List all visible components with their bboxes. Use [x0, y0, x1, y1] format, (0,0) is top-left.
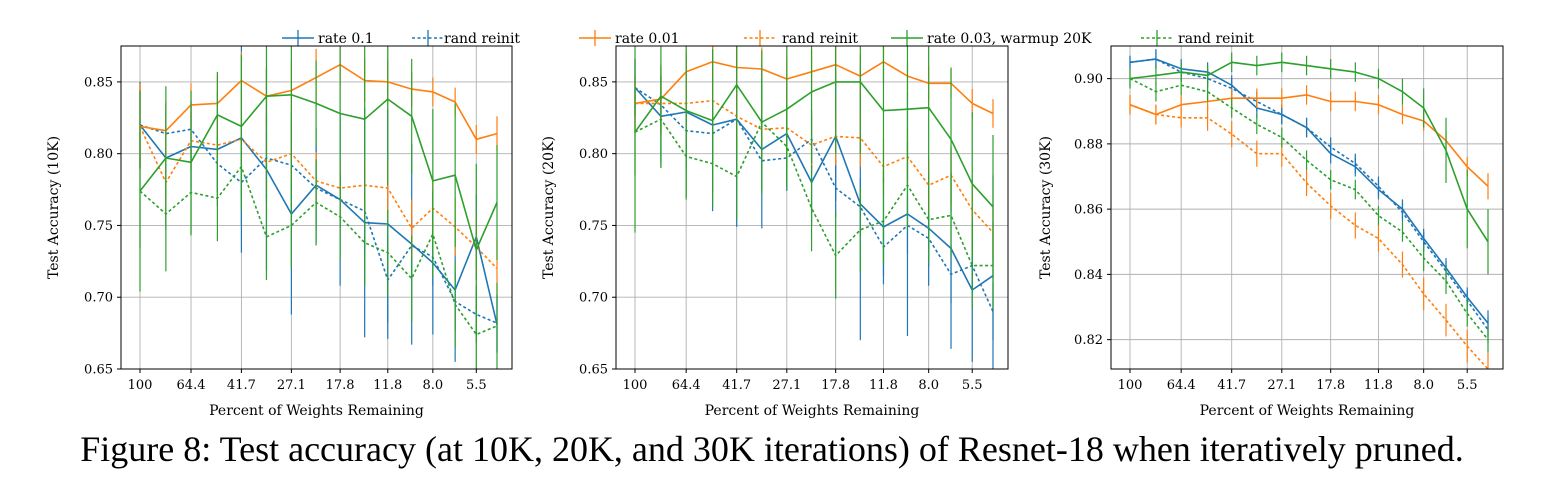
legend-label: rate 0.1: [318, 31, 374, 47]
chart-panel-1: 100 64.4 41.7 27.1 17.8 11.8 8.0 5.5 0.65 0.70 0.7…: [46, 45, 513, 419]
legend-label: rand reinit: [1178, 31, 1254, 47]
legend-label: rand reinit: [782, 31, 858, 47]
y-tick-label: 0.70: [84, 291, 113, 306]
x-tick-label: 5.5: [466, 378, 487, 393]
series-line-4: [1129, 103, 1489, 369]
series-line-3: [634, 60, 994, 115]
series-line-6: [1129, 77, 1489, 341]
chart-panel-2: 100 64.4 41.7 27.1 17.8 11.8 8.0 5.5 0.65 0.70 0.7…: [541, 45, 1009, 419]
x-tick-label: 64.4: [1167, 378, 1196, 393]
series-group: [139, 46, 498, 369]
y-tick-label: 0.86: [1074, 203, 1103, 218]
series-line-3: [139, 63, 498, 141]
y-axis-label: Test Accuracy (20K): [541, 136, 557, 279]
x-tick-label: 100: [128, 378, 153, 393]
x-tick-label: 64.4: [672, 378, 701, 393]
legend: rate 0.1 rand reinit rate 0.01 rand reinit r…: [282, 30, 1254, 47]
series-line-1: [634, 87, 994, 291]
x-tick-label: 100: [623, 378, 648, 393]
y-tick-label: 0.70: [579, 291, 608, 306]
y-axis-label: Test Accuracy (10K): [46, 136, 62, 279]
y-tick-label: 0.90: [1074, 72, 1103, 87]
x-axis-label: Percent of Weights Remaining: [209, 403, 424, 419]
x-tick-label: 64.4: [177, 378, 206, 393]
y-tick-label: 0.82: [1074, 333, 1103, 348]
plot-frame: [1110, 45, 1504, 370]
x-tick-label: 27.1: [277, 378, 306, 393]
series-line-5: [634, 81, 994, 208]
y-tick-label: 0.65: [579, 363, 608, 378]
series-line-2: [634, 86, 994, 312]
series-line-5: [1129, 61, 1489, 243]
x-tick-label: 11.8: [373, 378, 402, 393]
legend-label: rate 0.03, warmup 20K: [927, 31, 1092, 47]
y-tick-label: 0.85: [84, 75, 113, 90]
x-tick-label: 17.8: [1316, 378, 1345, 393]
x-tick-label: 5.5: [962, 378, 983, 393]
y-tick-label: 0.75: [84, 219, 113, 234]
x-tick-label: 41.7: [227, 378, 256, 393]
chart-panel-3: 100 64.4 41.7 27.1 17.8 11.8 8.0 5.5 0.82 0.84 0.8…: [1038, 45, 1504, 419]
legend-label: rand reinit: [444, 31, 520, 47]
y-axis-label: Test Accuracy (30K): [1038, 136, 1054, 279]
plot-frame: [615, 45, 1009, 370]
series-line-1: [1129, 58, 1489, 324]
series-line-4: [139, 126, 498, 270]
series-line-5: [139, 94, 498, 251]
x-tick-label: 11.8: [1364, 378, 1393, 393]
x-tick-label: 27.1: [772, 378, 801, 393]
series-group: [1129, 49, 1489, 369]
series-line-6: [139, 165, 498, 336]
x-axis-label: Percent of Weights Remaining: [1200, 403, 1415, 419]
x-tick-label: 41.7: [1217, 378, 1246, 393]
series-line-2: [1129, 58, 1489, 331]
x-tick-label: 17.8: [326, 378, 355, 393]
figure-caption: Figure 8: Test accuracy (at 10K, 20K, an…: [80, 429, 1464, 469]
y-tick-label: 0.65: [84, 363, 113, 378]
y-tick-label: 0.80: [579, 147, 608, 162]
x-tick-label: 17.8: [821, 378, 850, 393]
y-tick-label: 0.84: [1074, 268, 1103, 283]
y-tick-label: 0.75: [579, 219, 608, 234]
series-group: [634, 46, 994, 369]
x-axis-label: Percent of Weights Remaining: [705, 403, 920, 419]
legend-label: rate 0.01: [615, 31, 680, 47]
y-tick-label: 0.80: [84, 147, 113, 162]
x-tick-label: 100: [1118, 378, 1143, 393]
x-tick-label: 11.8: [869, 378, 898, 393]
series-line-1: [139, 124, 498, 325]
x-tick-label: 41.7: [722, 378, 751, 393]
figure: rate 0.1 rand reinit rate 0.01 rand reinit r…: [46, 30, 1504, 419]
x-tick-label: 27.1: [1267, 378, 1296, 393]
plot-frame: [120, 45, 513, 370]
y-tick-label: 0.88: [1074, 137, 1103, 152]
x-tick-label: 8.0: [422, 378, 443, 393]
series-line-2: [139, 124, 498, 324]
x-tick-label: 5.5: [1457, 378, 1478, 393]
y-tick-label: 0.85: [579, 75, 608, 90]
x-tick-label: 8.0: [918, 378, 939, 393]
x-tick-label: 8.0: [1413, 378, 1434, 393]
